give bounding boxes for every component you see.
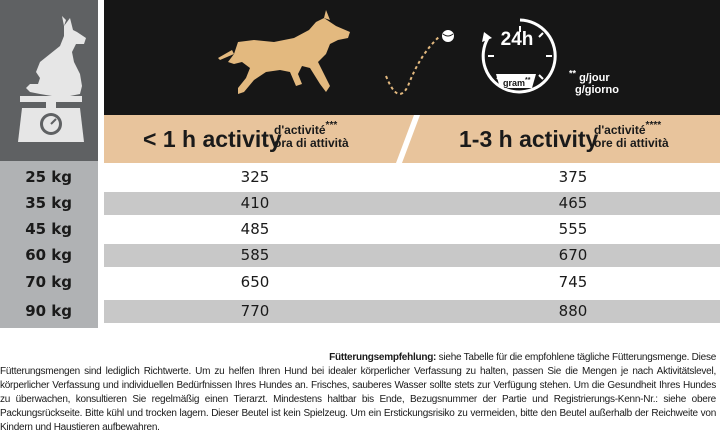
- weight-label: 35 kg: [25, 194, 72, 212]
- weight-cell: 70 kg: [0, 271, 98, 294]
- col1-activity-subtitle: d'activité*** ora di attività: [274, 120, 349, 150]
- footer-body: Fütterungsmengen sind lediglich Richtwer…: [0, 366, 716, 433]
- ball-icon: [442, 30, 454, 42]
- weight-label: 60 kg: [25, 246, 72, 264]
- weight-label: 90 kg: [25, 302, 72, 320]
- values-cell: [104, 244, 720, 267]
- values-cell: [104, 166, 720, 189]
- col2-value: 880: [558, 302, 588, 320]
- footer-line1: siehe Tabelle für die empfohlene täglich…: [436, 352, 717, 363]
- weight-cell: 35 kg: [0, 192, 98, 215]
- header-diagonal-separator: [396, 115, 420, 163]
- weight-cell: 25 kg: [0, 166, 98, 189]
- ball-trajectory-icon: [385, 35, 441, 95]
- gram-text: gram: [503, 78, 526, 88]
- weight-label: 70 kg: [25, 273, 72, 291]
- col2-activity-subtitle: d'activité**** ore di attività: [594, 120, 669, 150]
- illustration-band: 24h gram**: [104, 0, 720, 115]
- weight-cell: 60 kg: [0, 244, 98, 267]
- unit-it: g/giorno: [575, 84, 619, 96]
- col1-value: 650: [240, 273, 270, 291]
- col1-activity-title: < 1 h activity: [143, 126, 282, 152]
- footer-first-line: Fütterungsempfehlung: siehe Tabelle für …: [0, 351, 716, 365]
- values-cell: [104, 192, 720, 215]
- weight-cell: 90 kg: [0, 300, 98, 323]
- unit-stars: **: [569, 68, 577, 79]
- clock-hours-label: 24h: [500, 29, 534, 50]
- table-row: 35 kg 410 465: [0, 192, 720, 215]
- running-dog-icon: [218, 10, 350, 94]
- col1-value: 325: [240, 168, 270, 186]
- values-cell: [104, 271, 720, 294]
- weight-cell: 45 kg: [0, 218, 98, 241]
- col1-value: 585: [240, 246, 270, 264]
- table-row: 45 kg 485 555: [0, 218, 720, 241]
- col1-value: 410: [240, 194, 270, 212]
- footer-lead: Fütterungsempfehlung:: [329, 352, 437, 363]
- values-cell: [104, 300, 720, 323]
- col2-value: 555: [558, 220, 588, 238]
- col2-value: 375: [558, 168, 588, 186]
- feeding-recommendation-text: Fütterungsempfehlung: siehe Tabelle für …: [0, 351, 716, 435]
- weight-label: 25 kg: [25, 168, 72, 186]
- dog-on-scale-panel: [0, 0, 98, 161]
- table-row: 60 kg 585 670: [0, 244, 720, 267]
- col2-value: 465: [558, 194, 588, 212]
- clock-24h-icon: [481, 18, 557, 94]
- gram-stars: **: [525, 77, 531, 84]
- table-row: 70 kg 650 745: [0, 271, 720, 294]
- col2-value: 670: [558, 246, 588, 264]
- table-row: 90 kg 770 880: [0, 300, 720, 323]
- col1-value: 485: [240, 220, 270, 238]
- col1-value: 770: [240, 302, 270, 320]
- unit-fr: g/jour: [579, 72, 610, 84]
- daily-unit-label: ** g/jour g/giorno: [569, 69, 619, 96]
- col2-value: 745: [558, 273, 588, 291]
- dog-on-scale-icon: [18, 16, 86, 142]
- values-cell: [104, 218, 720, 241]
- table-row: 25 kg 325 375: [0, 166, 720, 189]
- clock-gram-label: gram**: [503, 76, 530, 88]
- col2-activity-title: 1-3 h activity: [459, 126, 599, 152]
- weight-label: 45 kg: [25, 220, 72, 238]
